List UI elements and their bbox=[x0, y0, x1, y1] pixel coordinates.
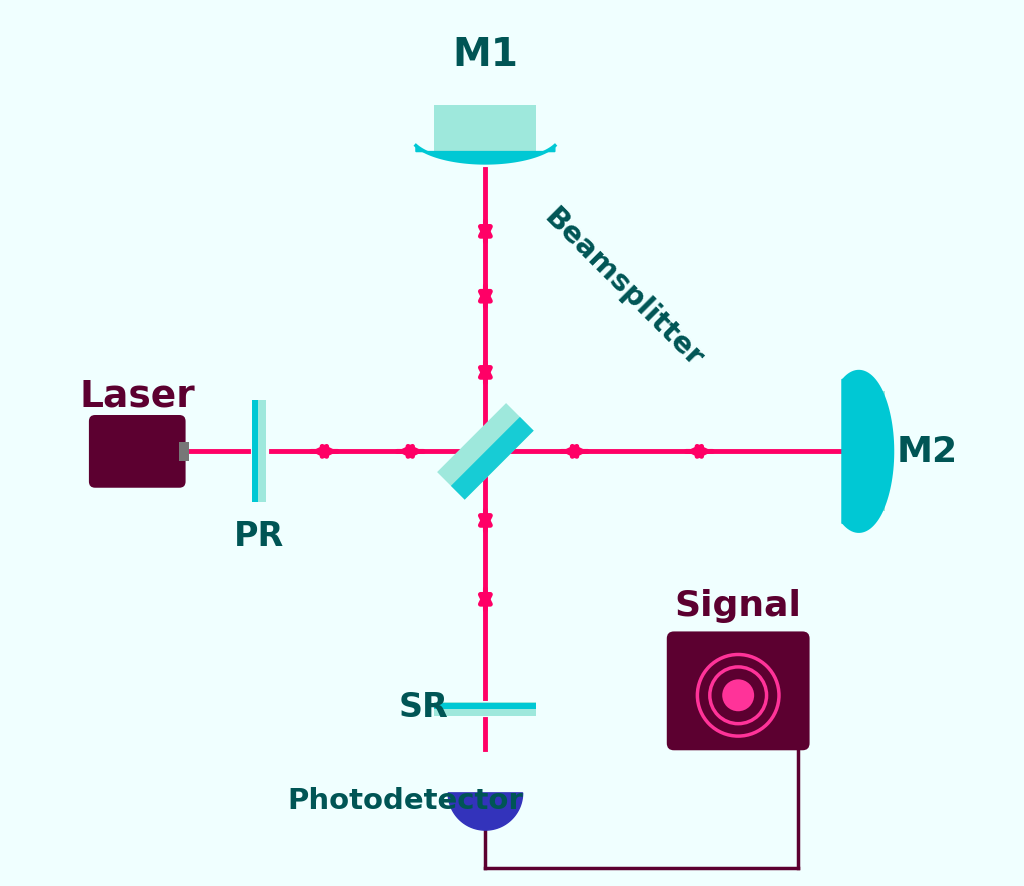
Bar bbox=[434, 703, 537, 709]
Bar bbox=[434, 106, 537, 152]
Text: M1: M1 bbox=[453, 36, 518, 74]
Text: SR: SR bbox=[398, 690, 449, 724]
Polygon shape bbox=[437, 404, 534, 500]
Text: M2: M2 bbox=[897, 435, 957, 469]
Text: Signal: Signal bbox=[675, 588, 802, 622]
Bar bbox=[252, 401, 257, 503]
Text: Photodetector: Photodetector bbox=[288, 786, 523, 814]
Polygon shape bbox=[842, 372, 893, 532]
Bar bbox=[252, 401, 266, 503]
Polygon shape bbox=[451, 417, 534, 500]
Polygon shape bbox=[416, 146, 555, 164]
Text: Laser: Laser bbox=[80, 378, 196, 414]
Circle shape bbox=[722, 680, 754, 711]
Text: Beamsplitter: Beamsplitter bbox=[538, 203, 708, 373]
Bar bbox=[434, 702, 537, 716]
Bar bbox=[179, 442, 189, 462]
Polygon shape bbox=[449, 793, 522, 830]
FancyBboxPatch shape bbox=[667, 632, 810, 750]
Bar bbox=[842, 392, 885, 512]
FancyBboxPatch shape bbox=[89, 416, 185, 488]
Text: PR: PR bbox=[234, 519, 285, 553]
